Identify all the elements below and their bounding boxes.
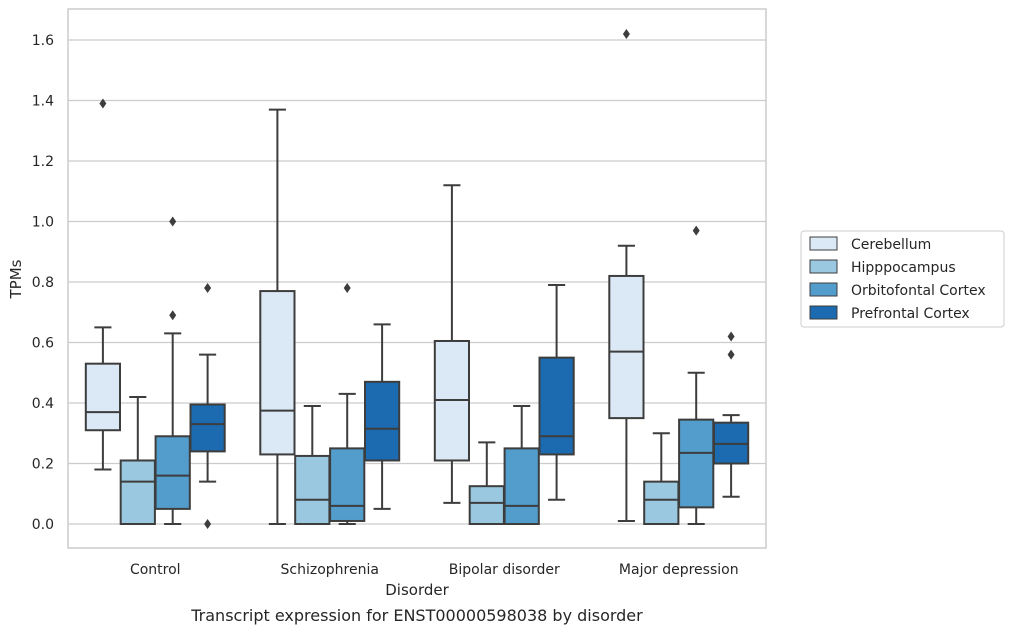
figure-caption: Transcript expression for ENST0000059803…: [191, 606, 643, 625]
box-body: [189, 403, 226, 453]
legend-swatch: [809, 305, 838, 320]
box-hipppocampus-schizophrenia: [294, 405, 331, 525]
box-body: [154, 435, 191, 510]
outlier-point: [727, 331, 735, 342]
y-tick-labels: 0.0 0.2 0.4 0.6 0.8 1.0 1.2 1.4 1.6: [32, 33, 54, 533]
box-body: [538, 356, 575, 456]
legend-label: Hipppocampus: [851, 260, 956, 276]
y-axis-title: TPMs: [7, 259, 25, 299]
y-tick-label: 1.4: [32, 94, 54, 110]
box-body: [119, 459, 156, 526]
plot-frame: [67, 8, 767, 549]
box-body: [84, 362, 122, 432]
legend-frame: [800, 230, 1005, 328]
x-tick-label: Control: [130, 562, 181, 578]
outlier-point: [622, 28, 630, 39]
box-prefrontal-cortex-bipolar-disorder: [538, 284, 575, 501]
box-hipppocampus-bipolar-disorder: [468, 441, 505, 525]
box-hipppocampus-major-depression: [643, 432, 680, 525]
legend-label: Prefrontal Cortex: [851, 306, 970, 322]
y-tick-label: 1.6: [32, 33, 54, 49]
boxes: [84, 28, 750, 529]
box-body: [503, 447, 540, 525]
box-body: [259, 290, 296, 456]
x-tick-label: Major depression: [619, 562, 739, 578]
legend-swatch: [809, 236, 838, 251]
box-orbitofontal-cortex-schizophrenia: [329, 283, 366, 525]
x-tick-label: Schizophrenia: [281, 562, 379, 578]
box-prefrontal-cortex-schizophrenia: [363, 323, 401, 510]
y-tick-label: 0.8: [32, 275, 54, 291]
y-tick-label: 1.2: [32, 154, 54, 170]
y-tick-label: 0.4: [32, 396, 54, 412]
y-tick-label: 1.0: [32, 215, 54, 231]
outlier-point: [343, 283, 351, 294]
outlier-point: [692, 225, 700, 236]
x-axis-title: Disorder: [385, 581, 449, 599]
box-orbitofontal-cortex-major-depression: [678, 225, 715, 525]
legend-swatch: [809, 282, 838, 297]
outlier-point: [204, 283, 212, 294]
y-tick-label: 0.0: [32, 517, 54, 533]
box-cerebellum-bipolar-disorder: [433, 184, 471, 504]
box-prefrontal-cortex-control: [189, 283, 226, 529]
outlier-point: [727, 349, 735, 360]
box-body: [363, 380, 401, 462]
outlier-point: [169, 216, 177, 227]
box-orbitofontal-cortex-control: [154, 216, 191, 525]
box-prefrontal-cortex-major-depression: [712, 331, 750, 498]
outlier-point: [204, 519, 212, 529]
box-cerebellum-control: [84, 98, 122, 471]
x-tick-labels: Control Schizophrenia Bipolar disorder Majo…: [130, 562, 739, 578]
box-cerebellum-schizophrenia: [259, 108, 296, 525]
x-tick-label: Bipolar disorder: [449, 562, 560, 578]
box-body: [329, 447, 366, 522]
legend: Cerebellum Hipppocampus Orbitofontal Corte…: [800, 230, 1005, 328]
outlier-point: [99, 98, 107, 109]
box-body: [294, 454, 331, 525]
outlier-point: [169, 310, 177, 321]
box-hipppocampus-control: [119, 395, 156, 526]
box-body: [643, 480, 680, 525]
y-tick-label: 0.6: [32, 336, 54, 352]
box-body: [468, 485, 505, 525]
box-body: [678, 418, 715, 509]
box-body: [608, 274, 645, 420]
legend-label: Orbitofontal Cortex: [851, 283, 986, 299]
y-tick-label: 0.2: [32, 457, 54, 473]
legend-label: Cerebellum: [851, 237, 931, 253]
box-orbitofontal-cortex-bipolar-disorder: [503, 405, 540, 525]
legend-swatch: [809, 259, 838, 274]
box-cerebellum-major-depression: [608, 28, 645, 522]
